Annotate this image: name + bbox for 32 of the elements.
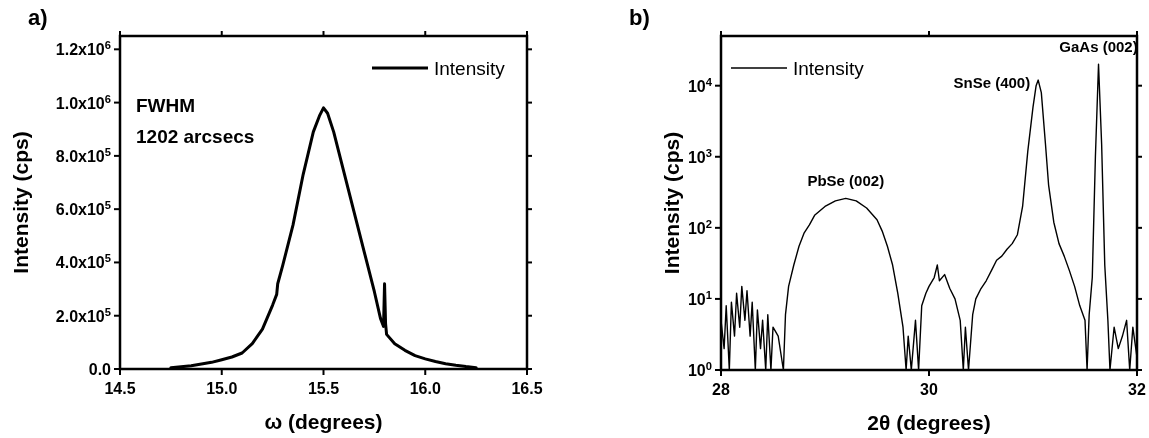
x-tick-label: 15.5: [307, 380, 340, 397]
x-tick-label: 28: [712, 381, 730, 398]
legend-label: Intensity: [793, 58, 865, 79]
y-tick-label: 10$^{4}$: [687, 75, 713, 95]
y-axis-title: Intensity (cps): [9, 131, 32, 274]
annotation: GaAs (002): [1059, 38, 1138, 56]
x-axis-title: 2θ (degrees): [867, 411, 991, 434]
x-tick-label: 32: [1128, 381, 1146, 398]
y-tick-label: 1.0x10$^{6}$: [55, 92, 111, 112]
x-tick-label: 16.5: [511, 380, 543, 397]
x-tick-label: 14.5: [104, 380, 136, 397]
annotation: FWHM 1202 arcsecs: [136, 95, 255, 147]
legend-label: Intensity: [434, 58, 506, 79]
x-tick-label: 16.0: [409, 380, 441, 397]
annotation: SnSe (400): [953, 74, 1031, 92]
y-tick-label: 0.0: [88, 361, 112, 378]
x-tick-label: 15.0: [206, 380, 238, 397]
y-tick-label: 1.2x10$^{6}$: [55, 39, 111, 59]
y-tick-label: 10$^{1}$: [687, 288, 712, 308]
y-tick-label: 6.0x10$^{5}$: [55, 199, 111, 219]
y-tick-label: 4.0x10$^{5}$: [55, 252, 111, 272]
y-tick-label: 10$^{0}$: [687, 360, 712, 379]
x-tick-label: 30: [920, 381, 938, 398]
y-tick-label: 8.0x10$^{5}$: [55, 145, 111, 165]
annotation: PbSe (002): [807, 172, 885, 190]
y-tick-label: 2.0x10$^{5}$: [55, 305, 111, 325]
chart-title: a): [28, 5, 48, 30]
y-tick-label: 10$^{3}$: [687, 146, 712, 166]
chart-title: b): [629, 5, 650, 30]
y-tick-label: 10$^{2}$: [687, 217, 712, 237]
y-axis-title: Intensity (cps): [660, 131, 683, 275]
x-axis-title: ω (degrees): [264, 410, 383, 433]
